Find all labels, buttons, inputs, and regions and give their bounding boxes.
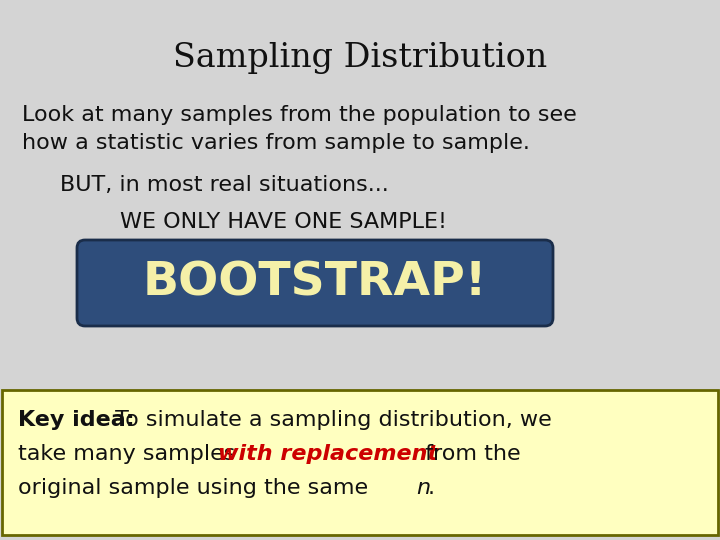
Text: from the: from the [418, 444, 521, 464]
Text: WE ONLY HAVE ONE SAMPLE!: WE ONLY HAVE ONE SAMPLE! [120, 212, 447, 232]
Text: Sampling Distribution: Sampling Distribution [173, 42, 547, 74]
Text: BUT, in most real situations...: BUT, in most real situations... [60, 175, 389, 195]
Text: n: n [416, 478, 430, 498]
Text: take many samples: take many samples [18, 444, 243, 464]
FancyBboxPatch shape [2, 390, 718, 535]
FancyBboxPatch shape [77, 240, 553, 326]
Text: Key idea:: Key idea: [18, 410, 135, 430]
Text: BOOTSTRAP!: BOOTSTRAP! [143, 260, 487, 306]
Text: Look at many samples from the population to see: Look at many samples from the population… [22, 105, 577, 125]
Text: original sample using the same: original sample using the same [18, 478, 375, 498]
Text: To simulate a sampling distribution, we: To simulate a sampling distribution, we [108, 410, 552, 430]
Text: how a statistic varies from sample to sample.: how a statistic varies from sample to sa… [22, 133, 530, 153]
Text: .: . [428, 478, 435, 498]
Text: with replacement: with replacement [218, 444, 438, 464]
